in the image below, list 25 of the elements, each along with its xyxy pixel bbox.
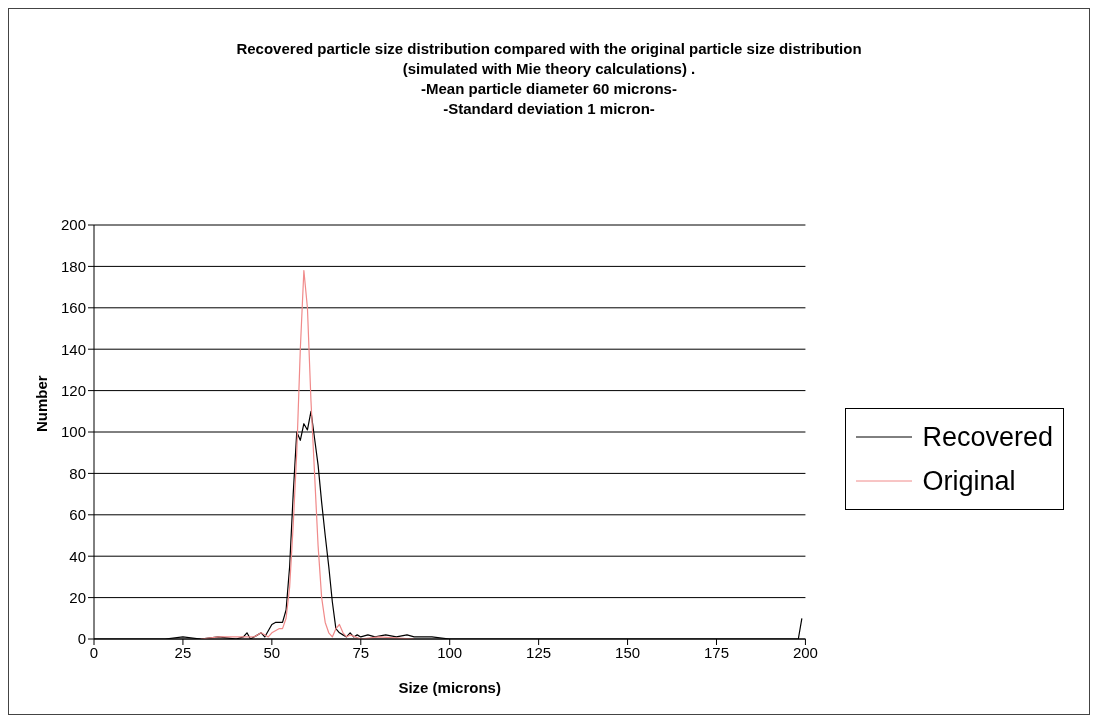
- x-tick-label: 100: [437, 643, 463, 661]
- y-tick-label: 100: [60, 423, 86, 441]
- x-axis-title: Size (microns): [398, 679, 501, 696]
- y-tick-label: 200: [60, 216, 86, 234]
- y-tick-label: 20: [69, 588, 86, 606]
- chart-title: Recovered particle size distribution compared with the original particle size distribution (simulated with Mie theory calculations) . -Mean particle diameter 60 microns- -Standard deviation 1 micron-: [235, 39, 863, 119]
- y-tick-label: 180: [60, 257, 86, 275]
- y-tick-label: 140: [60, 340, 86, 358]
- legend-label: Recovered: [922, 421, 1053, 454]
- legend-label: Original: [922, 465, 1016, 498]
- y-tick-label: 40: [69, 547, 86, 565]
- x-tick-label: 75: [352, 643, 370, 661]
- x-tick-label: 25: [174, 643, 192, 661]
- x-tick-label: 125: [526, 643, 552, 661]
- y-axis-title: Number: [33, 375, 51, 432]
- x-tick-label: 175: [703, 643, 730, 661]
- y-tick-label: 160: [60, 299, 86, 317]
- x-tick-label: 50: [263, 643, 281, 661]
- y-tick-label: 120: [60, 381, 86, 399]
- x-tick-label: 150: [615, 643, 641, 661]
- y-tick-label: 60: [69, 506, 86, 524]
- y-tick-label: 80: [69, 464, 86, 482]
- x-tick-label: 200: [792, 643, 818, 661]
- x-tick-label: 0: [89, 643, 99, 661]
- y-tick-label: 0: [77, 630, 86, 648]
